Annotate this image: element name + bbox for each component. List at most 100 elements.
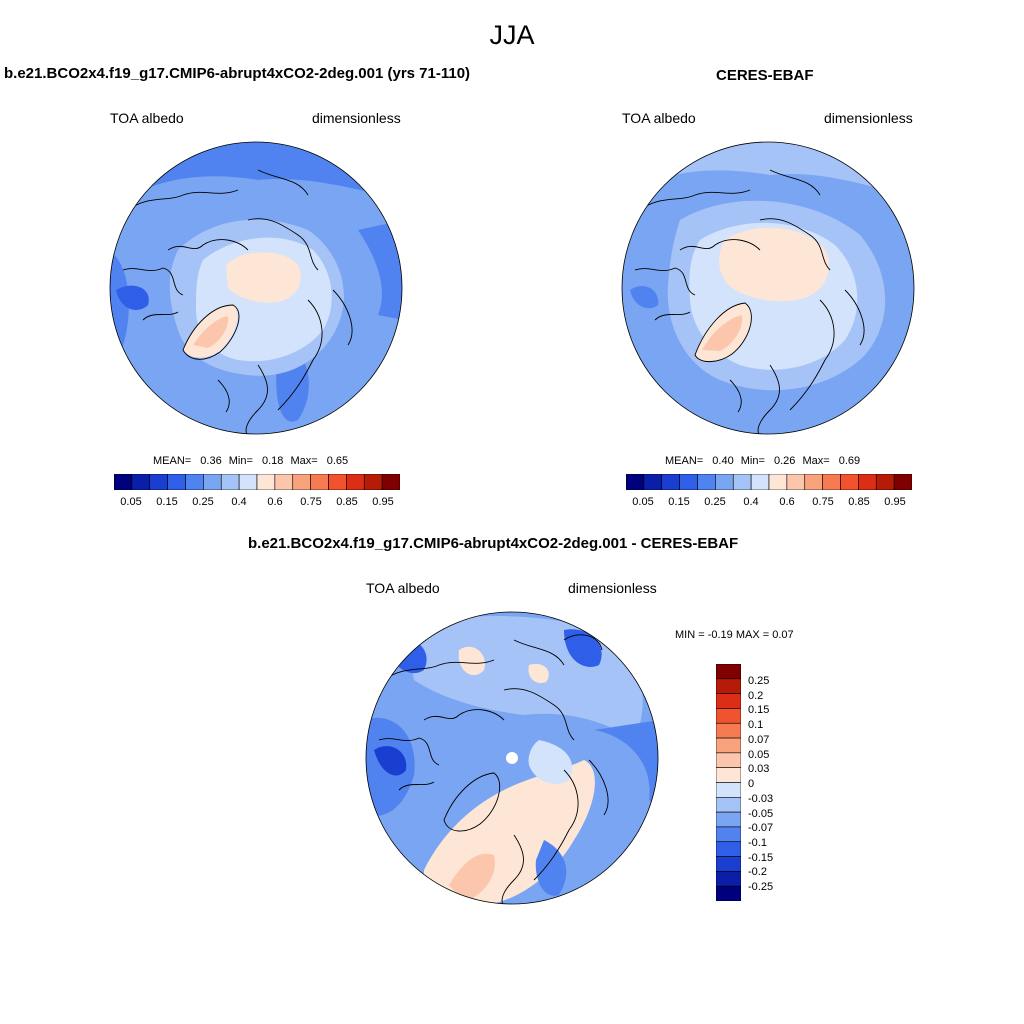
panel1-colorbar-tick: 0.85 [336, 496, 358, 508]
panel3-colorbar [716, 664, 741, 901]
colorbar-swatch [274, 474, 294, 490]
colorbar-swatch [858, 474, 877, 490]
colorbar-swatch [238, 474, 258, 490]
panel2-mean-label: MEAN= [665, 455, 704, 467]
panel1-max-value: 0.65 [326, 455, 349, 467]
colorbar-swatch [716, 752, 741, 768]
colorbar-swatch [643, 474, 663, 490]
panel2-colorbar-tick: 0.25 [704, 496, 726, 508]
panel1-max-label: Max= [290, 455, 318, 467]
panel2-colorbar-tick: 0.6 [779, 496, 795, 508]
panel2-title: CERES-EBAF [716, 67, 814, 84]
colorbar-swatch [363, 474, 383, 490]
panel3-units-label: dimensionless [568, 580, 657, 596]
panel2-min-label: Min= [740, 455, 765, 467]
panel1-variable-label: TOA albedo [110, 110, 184, 126]
panel2-max-label: Max= [802, 455, 830, 467]
panel1-colorbar-tick: 0.6 [267, 496, 283, 508]
panel2-colorbar-tick: 0.75 [812, 496, 834, 508]
colorbar-swatch [131, 474, 151, 490]
panel2-colorbar-tick: 0.05 [632, 496, 654, 508]
colorbar-swatch [716, 708, 741, 724]
colorbar-swatch [716, 856, 741, 872]
panel2-min-value: 0.26 [773, 455, 796, 467]
colorbar-swatch [875, 474, 895, 490]
panel1-min-value: 0.18 [261, 455, 284, 467]
colorbar-swatch [292, 474, 311, 490]
panel2-colorbar-tick: 0.85 [848, 496, 870, 508]
panel3-colorbar-tick: -0.15 [748, 852, 774, 864]
colorbar-swatch [220, 474, 240, 490]
colorbar-swatch [716, 782, 741, 798]
panel1-stats: MEAN= 0.36 Min= 0.18 Max= 0.65 [153, 455, 348, 467]
colorbar-swatch [716, 737, 741, 754]
colorbar-swatch [114, 474, 133, 490]
panel3-colorbar-tick: -0.07 [748, 822, 774, 834]
colorbar-swatch [840, 474, 859, 490]
panel1-units-label: dimensionless [312, 110, 401, 126]
panel3-colorbar-tick: 0.05 [748, 749, 770, 761]
colorbar-swatch [346, 474, 365, 490]
colorbar-swatch [804, 474, 823, 490]
colorbar-swatch [328, 474, 347, 490]
panel3-stats: MIN = -0.19 MAX = 0.07 [675, 629, 794, 641]
panel1-mean-value: 0.36 [200, 455, 222, 467]
panel3-title: b.e21.BCO2x4.f19_g17.CMIP6-abrupt4xCO2-2… [248, 535, 739, 552]
panel3-colorbar-tick: -0.05 [748, 808, 774, 820]
panel3-colorbar-tick: -0.25 [748, 881, 774, 893]
colorbar-swatch [256, 474, 276, 490]
panel2-colorbar-tick: 0.95 [884, 496, 906, 508]
colorbar-swatch [697, 474, 716, 490]
panel3-colorbar-tick: -0.1 [748, 837, 767, 849]
panel1-polar-map [109, 141, 403, 435]
panel3-colorbar-tick: 0 [748, 778, 755, 790]
season-title: JJA [489, 20, 535, 50]
panel3-colorbar-tick: 0.15 [748, 704, 770, 716]
colorbar-swatch [716, 841, 741, 857]
colorbar-swatch [716, 885, 741, 901]
panel2-colorbar [626, 474, 912, 490]
colorbar-swatch [716, 811, 741, 828]
panel3-colorbar-tick: 0.07 [748, 734, 770, 746]
panel1-colorbar-tick: 0.05 [120, 496, 142, 508]
panel2-colorbar-tick: 0.4 [743, 496, 759, 508]
colorbar-swatch [750, 474, 770, 490]
colorbar-swatch [716, 693, 741, 709]
panel3-colorbar-tick: 0.1 [748, 719, 764, 731]
colorbar-swatch [893, 474, 912, 490]
panel3-colorbar-tick: 0.25 [748, 675, 770, 687]
colorbar-swatch [626, 474, 645, 490]
colorbar-swatch [310, 474, 329, 490]
panel2-variable-label: TOA albedo [622, 110, 696, 126]
colorbar-swatch [768, 474, 788, 490]
colorbar-swatch [661, 474, 680, 490]
panel3-colorbar-tick: -0.2 [748, 866, 767, 878]
panel1-title: b.e21.BCO2x4.f19_g17.CMIP6-abrupt4xCO2-2… [4, 65, 471, 82]
panel2-colorbar-tick: 0.15 [668, 496, 690, 508]
colorbar-swatch [716, 797, 741, 813]
panel1-min-label: Min= [228, 455, 253, 467]
colorbar-swatch [786, 474, 806, 490]
panel2-polar-map [621, 141, 915, 435]
colorbar-swatch [185, 474, 204, 490]
panel3-colorbar-tick: 0.03 [748, 763, 770, 775]
colorbar-swatch [716, 826, 741, 843]
panel3-variable-label: TOA albedo [366, 580, 440, 596]
panel3-colorbar-tick: -0.03 [748, 793, 774, 805]
panel1-colorbar-tick: 0.95 [372, 496, 394, 508]
panel2-max-value: 0.69 [838, 455, 861, 467]
colorbar-swatch [203, 474, 222, 490]
panel3-polar-map [365, 611, 659, 905]
colorbar-swatch [149, 474, 168, 490]
panel3-colorbar-tick: 0.2 [748, 690, 764, 702]
panel1-colorbar-tick: 0.75 [300, 496, 322, 508]
panel2-stats: MEAN= 0.40 Min= 0.26 Max= 0.69 [665, 455, 860, 467]
panel1-mean-label: MEAN= [153, 455, 192, 467]
panel2-mean-value: 0.40 [712, 455, 734, 467]
colorbar-swatch [715, 474, 734, 490]
colorbar-swatch [167, 474, 186, 490]
panel1-colorbar [114, 474, 400, 490]
colorbar-swatch [732, 474, 752, 490]
colorbar-swatch [381, 474, 400, 490]
colorbar-swatch [716, 664, 741, 680]
